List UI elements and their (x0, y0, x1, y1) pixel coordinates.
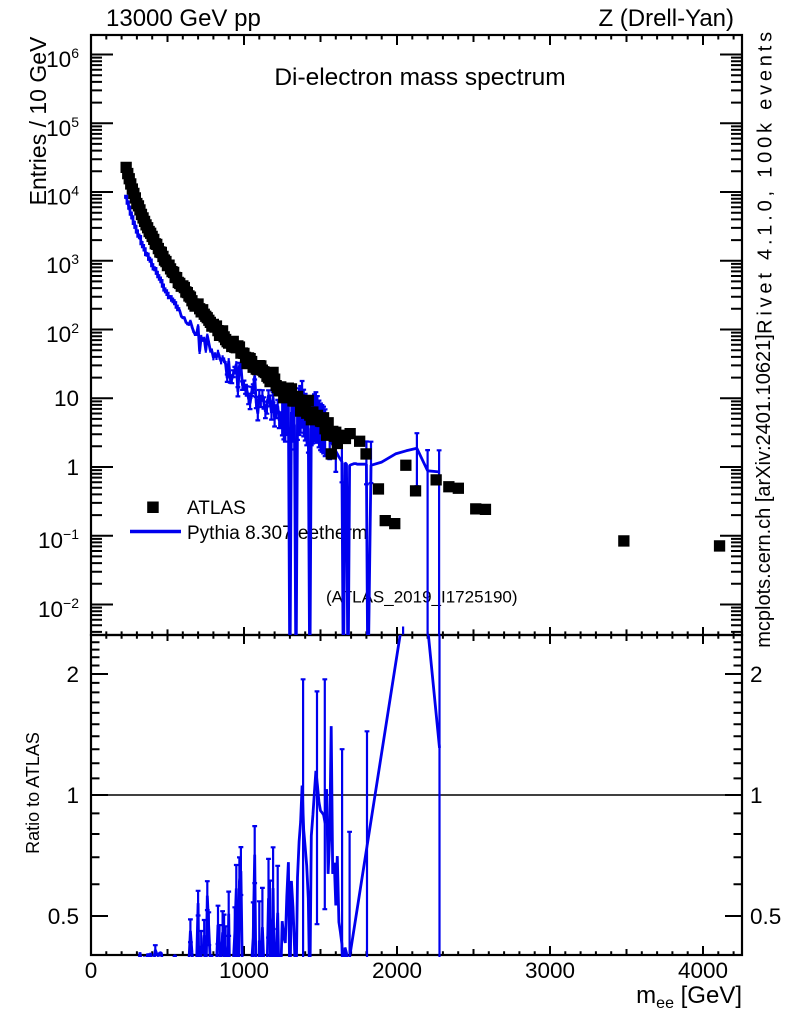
svg-text:1000: 1000 (219, 958, 269, 983)
svg-text:1: 1 (750, 783, 763, 808)
svg-text:mee [GeV]: mee [GeV] (636, 982, 742, 1012)
svg-text:10: 10 (54, 386, 79, 411)
svg-text:Di-electron mass spectrum: Di-electron mass spectrum (274, 64, 565, 91)
svg-text:Z (Drell-Yan): Z (Drell-Yan) (598, 5, 734, 32)
svg-text:3000: 3000 (525, 958, 575, 983)
svg-text:1: 1 (66, 783, 79, 808)
svg-text:105: 105 (46, 114, 79, 141)
svg-text:Ratio to ATLAS: Ratio to ATLAS (23, 732, 43, 854)
svg-text:2: 2 (66, 662, 79, 687)
svg-text:ATLAS: ATLAS (187, 498, 246, 519)
svg-text:4000: 4000 (678, 958, 728, 983)
svg-text:0.5: 0.5 (48, 904, 79, 929)
svg-text:0.5: 0.5 (750, 904, 781, 929)
svg-text:Pythia 8.307 eetherm: Pythia 8.307 eetherm (187, 523, 368, 544)
svg-text:2: 2 (750, 662, 763, 687)
svg-text:Entries / 10 GeV: Entries / 10 GeV (25, 36, 51, 205)
svg-text:(ATLAS_2019_I1725190): (ATLAS_2019_I1725190) (326, 588, 518, 607)
svg-text:0: 0 (85, 958, 98, 983)
svg-text:1: 1 (66, 455, 79, 480)
svg-text:Rivet 4.1.0, 100k events: Rivet 4.1.0, 100k events (755, 28, 777, 334)
svg-text:13000 GeV pp: 13000 GeV pp (106, 5, 261, 32)
svg-text:2000: 2000 (372, 958, 422, 983)
svg-text:mcplots.cern.ch [arXiv:2401.10: mcplots.cern.ch [arXiv:2401.10621] (753, 334, 775, 648)
